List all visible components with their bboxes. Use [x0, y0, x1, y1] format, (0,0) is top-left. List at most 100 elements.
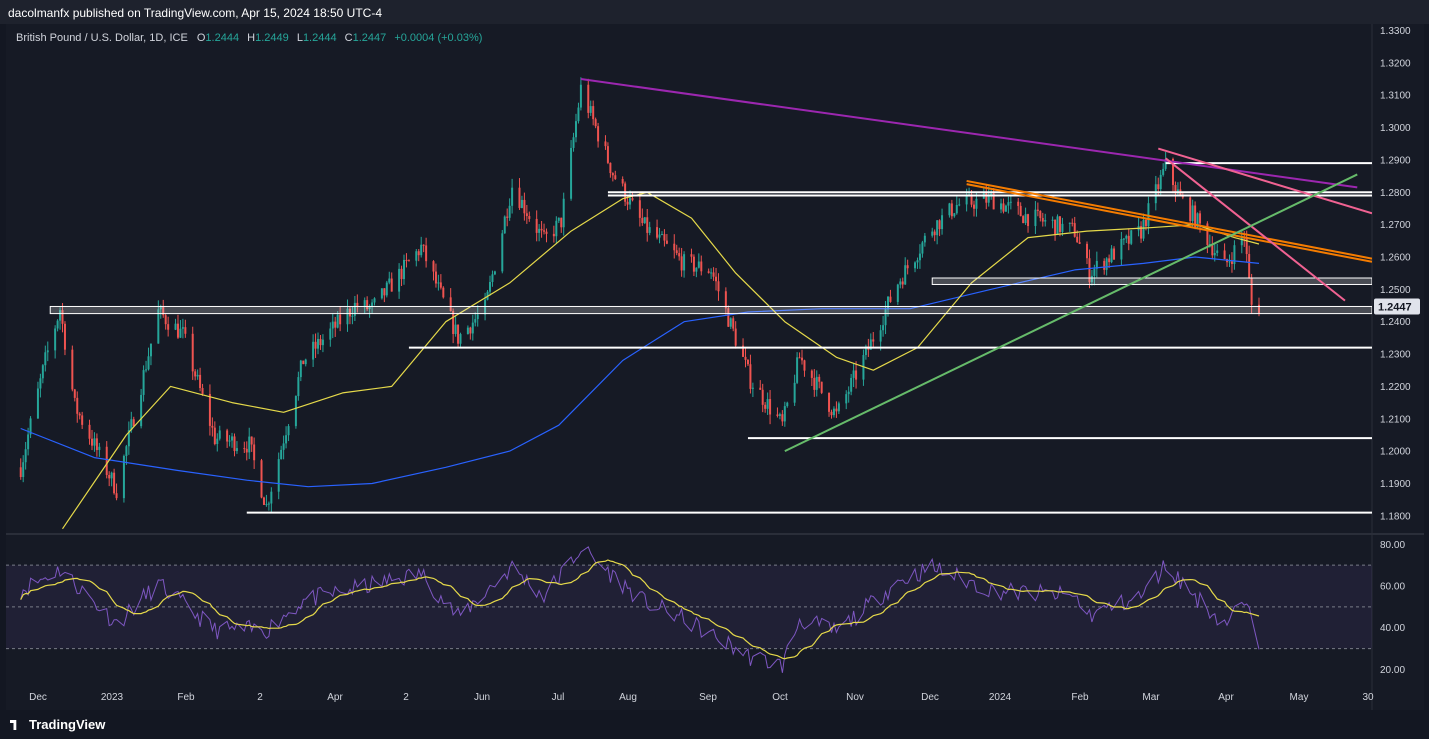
close-label: C [344, 32, 353, 44]
candle-body [658, 234, 661, 238]
candle-body [422, 244, 425, 246]
candle-body [176, 323, 179, 338]
candle-body [896, 284, 899, 302]
high-label: H [247, 32, 256, 44]
candle-body [552, 233, 555, 237]
candle-body [742, 345, 745, 357]
y-tick-label: 1.2300 [1380, 350, 1411, 361]
candle-body [715, 276, 718, 282]
candle-body [975, 198, 978, 209]
candle-body [1174, 185, 1177, 194]
candle-body [145, 369, 148, 371]
candle-body [245, 448, 248, 453]
candle-body [267, 503, 270, 505]
candle-body [432, 261, 435, 272]
candle-body [304, 359, 307, 365]
candle-body [71, 349, 74, 390]
candle-body [1061, 223, 1064, 232]
candle-body [700, 261, 703, 272]
candle-body [1157, 184, 1160, 190]
candle-body [1051, 219, 1054, 221]
candle-body [1230, 261, 1233, 264]
candle-body [1113, 248, 1116, 260]
x-tick-label: Feb [1071, 692, 1089, 703]
candle-body [233, 436, 236, 452]
low-value: 1.2444 [302, 32, 337, 44]
chart-panel[interactable] [6, 24, 1424, 710]
candle-body [855, 370, 858, 380]
candle-body [1019, 205, 1022, 217]
candle-body [1194, 205, 1197, 228]
rsi-tick-label: 40.00 [1380, 623, 1405, 634]
candle-body [803, 360, 806, 371]
candle-body [540, 228, 543, 231]
candle-body [820, 381, 823, 393]
candle-body [105, 446, 108, 475]
open-label: O [196, 32, 206, 44]
candle-body [1245, 237, 1248, 255]
candle-body [557, 217, 560, 221]
candle-body [1022, 216, 1025, 224]
candle-body [1041, 217, 1044, 222]
y-tick-label: 1.2500 [1380, 285, 1411, 296]
candle-body [110, 472, 113, 479]
candle-body [759, 387, 762, 390]
candle-body [665, 240, 668, 244]
candle-body [801, 357, 804, 361]
candle-body [491, 274, 494, 282]
candle-body [140, 394, 143, 427]
candle-body [786, 402, 789, 407]
candle-body [778, 414, 781, 416]
candle-body [159, 306, 162, 310]
candle-body [415, 251, 418, 261]
candle-body [201, 388, 204, 394]
y-tick-label: 1.2800 [1380, 188, 1411, 199]
candle-body [1086, 243, 1089, 259]
candle-body [179, 328, 182, 338]
candle-body [914, 262, 917, 269]
candle-body [194, 371, 197, 377]
candle-body [887, 296, 890, 310]
tradingview-logo[interactable]: TradingView [10, 717, 105, 732]
y-tick-label: 1.3300 [1380, 26, 1411, 37]
candle-body [614, 175, 617, 180]
x-tick-label: Apr [1218, 692, 1234, 703]
candle-body [648, 227, 651, 233]
x-tick-label: Apr [327, 692, 343, 703]
candle-body [656, 227, 659, 238]
candle-body [174, 323, 177, 330]
candle-body [692, 256, 695, 272]
candle-body [528, 216, 531, 219]
candle-body [972, 204, 975, 209]
candle-body [24, 449, 27, 463]
candle-body [113, 472, 116, 494]
candle-body [371, 302, 374, 307]
candle-body [196, 374, 199, 377]
candle-body [1044, 220, 1047, 222]
candle-body [439, 282, 442, 288]
candle-body [673, 243, 676, 251]
candle-body [744, 356, 747, 360]
candle-body [351, 315, 354, 317]
candle-body [312, 341, 315, 360]
candle-body [884, 309, 887, 326]
candle-body [906, 265, 909, 269]
candle-body [828, 392, 831, 412]
candle-body [562, 198, 565, 228]
candle-body [611, 173, 614, 176]
candle-body [61, 310, 64, 324]
candle-body [98, 446, 101, 451]
candle-body [918, 253, 921, 261]
candle-body [1009, 201, 1012, 203]
candle-body [1103, 260, 1106, 270]
candle-body [368, 306, 371, 310]
candle-body [476, 314, 479, 320]
candle-body [466, 327, 469, 335]
candle-body [987, 194, 990, 203]
candle-body [184, 327, 187, 334]
candle-body [724, 291, 727, 309]
candle-body [417, 251, 420, 256]
candle-body [488, 281, 491, 292]
candle-body [108, 474, 111, 479]
